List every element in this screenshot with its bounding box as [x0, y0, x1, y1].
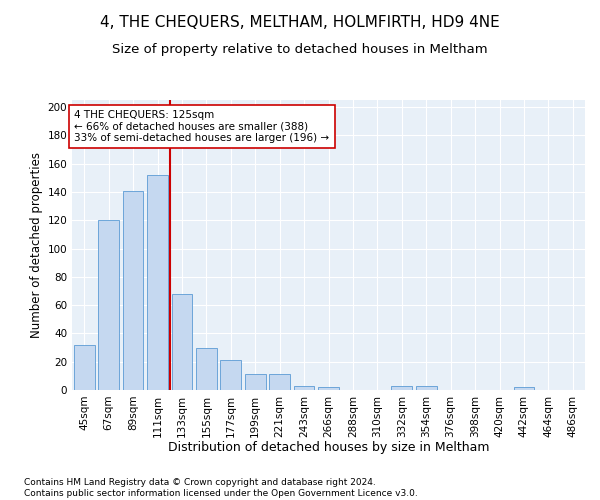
Bar	[196, 348, 217, 390]
Bar	[269, 374, 290, 390]
Bar	[172, 294, 193, 390]
Bar	[416, 386, 437, 390]
Bar	[391, 386, 412, 390]
Text: Size of property relative to detached houses in Meltham: Size of property relative to detached ho…	[112, 42, 488, 56]
Bar	[245, 374, 266, 390]
Bar	[74, 344, 95, 390]
Bar	[220, 360, 241, 390]
Bar	[147, 175, 168, 390]
Bar	[514, 387, 535, 390]
Bar	[318, 387, 339, 390]
Bar	[293, 386, 314, 390]
Bar	[98, 220, 119, 390]
Text: Contains HM Land Registry data © Crown copyright and database right 2024.
Contai: Contains HM Land Registry data © Crown c…	[24, 478, 418, 498]
Bar	[122, 190, 143, 390]
Text: 4 THE CHEQUERS: 125sqm
← 66% of detached houses are smaller (388)
33% of semi-de: 4 THE CHEQUERS: 125sqm ← 66% of detached…	[74, 110, 329, 143]
Y-axis label: Number of detached properties: Number of detached properties	[30, 152, 43, 338]
X-axis label: Distribution of detached houses by size in Meltham: Distribution of detached houses by size …	[168, 441, 489, 454]
Text: 4, THE CHEQUERS, MELTHAM, HOLMFIRTH, HD9 4NE: 4, THE CHEQUERS, MELTHAM, HOLMFIRTH, HD9…	[100, 15, 500, 30]
